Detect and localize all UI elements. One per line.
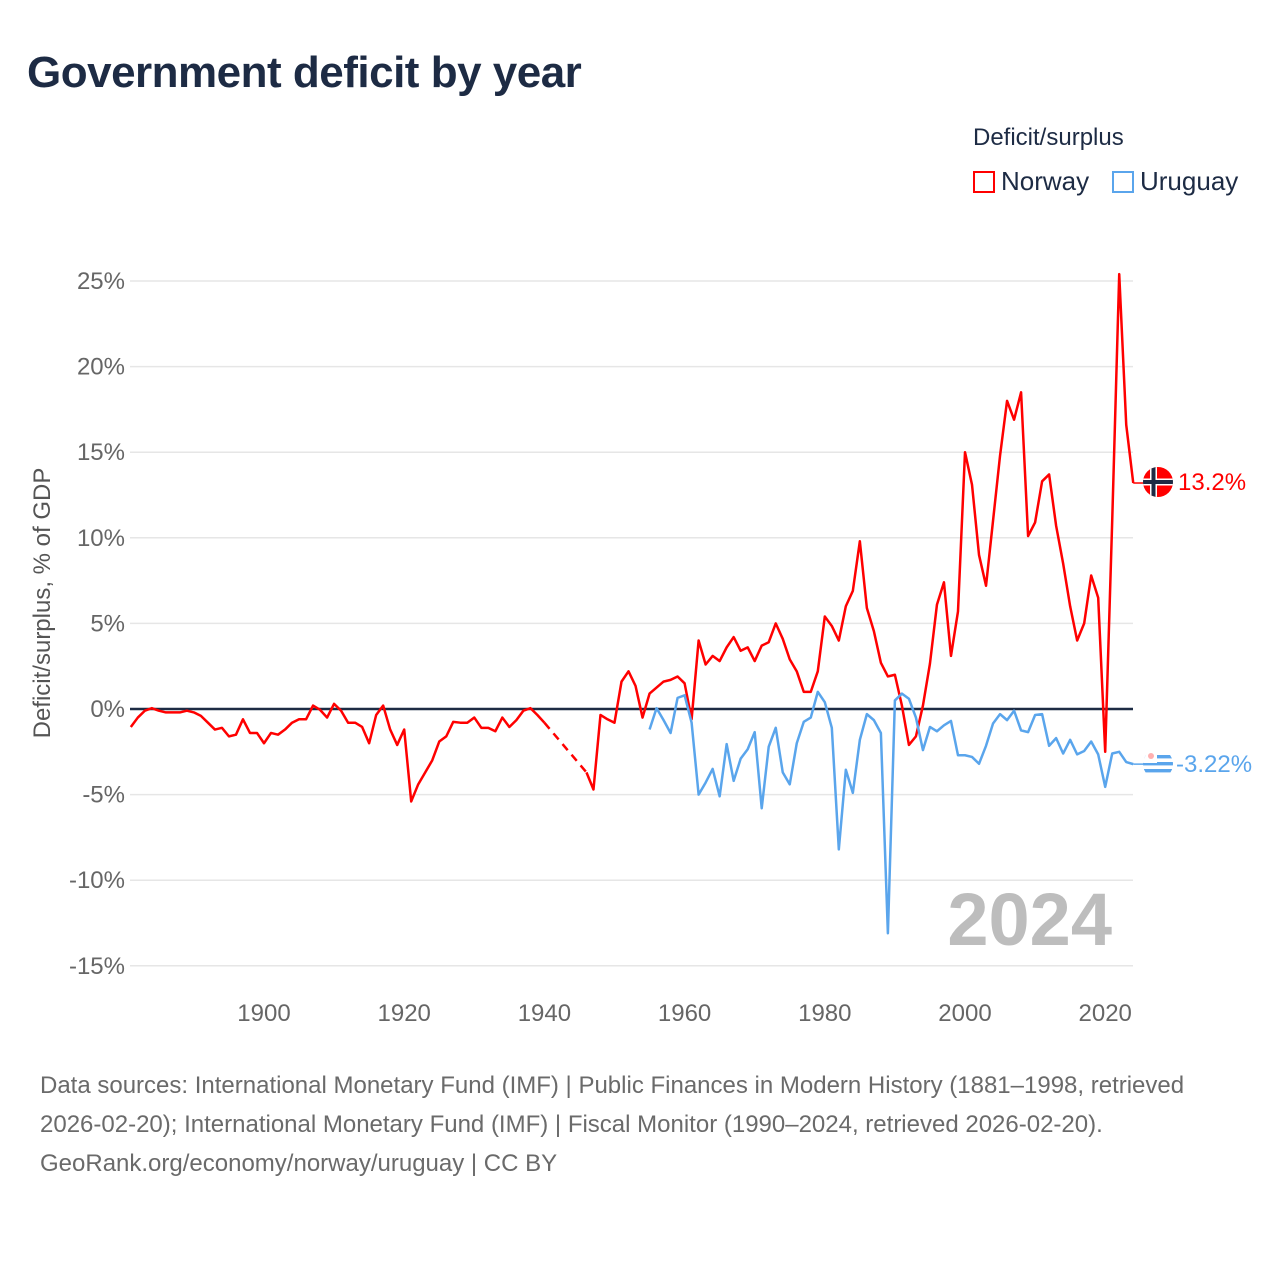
legend-item-norway[interactable]: Norway	[973, 166, 1089, 197]
legend-item-uruguay[interactable]: Uruguay	[1112, 166, 1238, 197]
norway-end-label: 13.2%	[1178, 469, 1246, 496]
uruguay-line	[648, 690, 1134, 935]
end-labels: 13.2% -3.22%	[1143, 467, 1252, 779]
y-tick-label: -15%	[69, 953, 125, 980]
y-tick-label: 10%	[77, 525, 125, 552]
data-sources: Data sources: International Monetary Fun…	[40, 1072, 1185, 1138]
y-tick-label: -10%	[69, 867, 125, 894]
line-chart: -15% -10% -5% 0% 5% 10% 15% 20% 25% 1900 1920 1940…	[29, 268, 1252, 1027]
norway-gap-line	[543, 721, 588, 774]
legend-swatch-uruguay	[1112, 170, 1134, 193]
y-tick-label: 25%	[77, 268, 125, 295]
x-tick-label: 1900	[237, 1000, 290, 1027]
credit-link[interactable]: GeoRank.org/economy/norway/uruguay | CC …	[40, 1150, 558, 1177]
y-tick-label: 0%	[90, 696, 125, 723]
uruguay-end-label: -3.22%	[1176, 751, 1252, 778]
x-tick-label: 1980	[798, 1000, 851, 1027]
x-tick-label: 1920	[378, 1000, 431, 1027]
norway-flag-icon	[1143, 467, 1173, 497]
x-tick-label: 2000	[938, 1000, 991, 1027]
gridlines	[130, 280, 1133, 967]
y-tick-label: 5%	[90, 610, 125, 637]
legend-title: Deficit/surplus	[973, 124, 1124, 151]
year-watermark: 2024	[947, 878, 1112, 961]
chart-title: Government deficit by year	[27, 48, 582, 97]
x-tick-label: 2020	[1079, 1000, 1132, 1027]
legend-swatch-norway	[973, 170, 995, 193]
y-tick-label: 20%	[77, 354, 125, 381]
x-tick-label: 1940	[518, 1000, 571, 1027]
footer: Data sources: International Monetary Fun…	[40, 1066, 1240, 1183]
x-tick-label: 1960	[658, 1000, 711, 1027]
y-axis-ticks: -15% -10% -5% 0% 5% 10% 15% 20% 25%	[69, 268, 125, 980]
y-tick-label: -5%	[82, 782, 125, 809]
x-axis-ticks: 1900 1920 1940 1960 1980 2000 2020	[237, 1000, 1132, 1027]
y-tick-label: 15%	[77, 439, 125, 466]
norway-line	[129, 702, 546, 803]
norway-line	[585, 272, 1135, 791]
series-lines	[129, 272, 1145, 935]
legend-label-uruguay: Uruguay	[1140, 166, 1239, 196]
uruguay-flag-icon	[1143, 749, 1173, 779]
y-axis-label: Deficit/surplus, % of GDP	[29, 468, 56, 739]
legend-label-norway: Norway	[1001, 166, 1090, 196]
